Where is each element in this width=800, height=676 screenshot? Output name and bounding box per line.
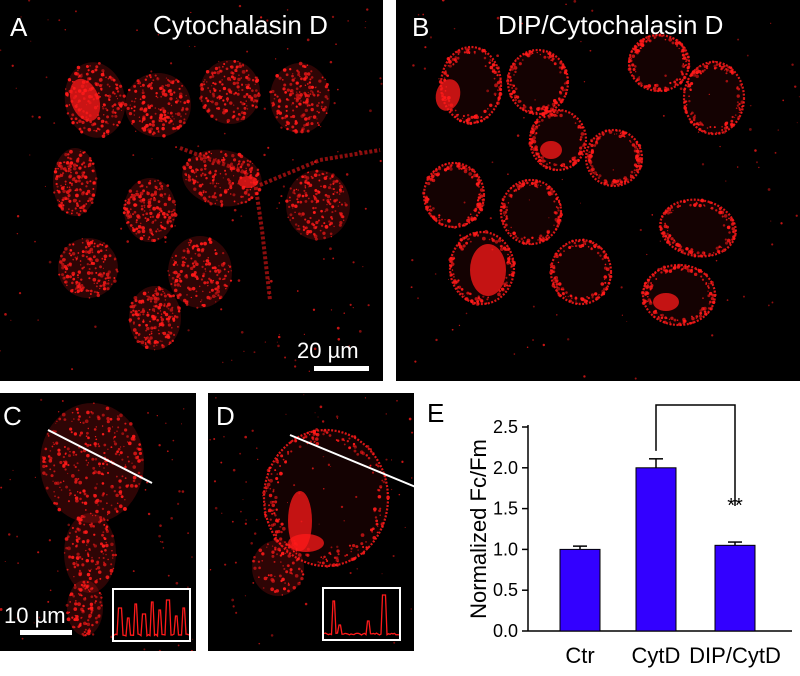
cell bbox=[40, 402, 144, 523]
panel-c: C 10 µm bbox=[0, 393, 196, 651]
x-tick-label: CytD bbox=[632, 643, 681, 668]
panel-a-label: A bbox=[10, 12, 28, 42]
panel-a-micrograph bbox=[0, 0, 383, 372]
cell-process bbox=[259, 148, 381, 187]
bar-cytd bbox=[635, 467, 677, 632]
panel-a-scale-label: 20 µm bbox=[297, 338, 359, 363]
panel-c-micrograph bbox=[0, 398, 194, 651]
stain-cluster bbox=[470, 244, 506, 296]
panel-a-scale-bar bbox=[314, 366, 369, 371]
panel-a-title: Cytochalasin D bbox=[153, 10, 328, 40]
cell bbox=[584, 128, 644, 188]
cell bbox=[627, 33, 691, 93]
panel-c-profile-trace bbox=[114, 599, 189, 638]
cell bbox=[658, 198, 737, 258]
y-tick-label: 0.0 bbox=[493, 621, 518, 641]
panel-b-title: DIP/Cytochalasin D bbox=[498, 10, 724, 40]
panel-a: A Cytochalasin D 20 µm bbox=[0, 0, 383, 381]
panel-d-profile-trace bbox=[324, 594, 399, 636]
cell bbox=[285, 169, 350, 241]
line-scan bbox=[289, 434, 414, 488]
y-tick-label: 2.0 bbox=[493, 458, 518, 478]
cell bbox=[549, 238, 613, 306]
panel-c-scale-bar bbox=[20, 630, 72, 635]
significance-bracket bbox=[655, 404, 736, 507]
cell bbox=[640, 263, 717, 327]
panel-c-intensity-profile-inset bbox=[112, 588, 191, 642]
panel-d: D bbox=[208, 393, 414, 651]
y-axis-label: Normalized Fc/Fm bbox=[466, 439, 491, 619]
cell bbox=[128, 285, 181, 351]
cell bbox=[499, 178, 563, 246]
cell bbox=[53, 148, 98, 217]
cell bbox=[528, 108, 588, 172]
cell-process bbox=[179, 146, 260, 184]
bar-dipcytd bbox=[714, 544, 756, 632]
panel-d-intensity-profile-inset bbox=[322, 587, 401, 641]
y-tick-label: 1.5 bbox=[493, 499, 518, 519]
bar-ctr bbox=[559, 548, 601, 632]
line-scan bbox=[47, 429, 153, 484]
panel-e-label: E bbox=[427, 398, 445, 428]
cell bbox=[58, 238, 119, 299]
cell bbox=[251, 539, 305, 596]
cell bbox=[682, 60, 746, 136]
stain-cluster bbox=[238, 176, 258, 188]
cell-process bbox=[253, 181, 272, 301]
cell bbox=[269, 61, 330, 134]
panel-d-label: D bbox=[216, 401, 235, 431]
cell bbox=[167, 236, 233, 309]
cell bbox=[65, 580, 103, 637]
cell bbox=[421, 161, 486, 229]
panel-d-micrograph bbox=[209, 394, 414, 645]
panel-b-micrograph bbox=[410, 0, 800, 380]
stain-cluster bbox=[288, 534, 324, 552]
cell bbox=[506, 48, 570, 116]
cell bbox=[122, 178, 178, 243]
significance-marker: ** bbox=[727, 495, 743, 517]
panel-c-label: C bbox=[3, 401, 22, 431]
stain-cluster bbox=[540, 141, 562, 159]
y-tick-label: 2.5 bbox=[493, 417, 518, 437]
y-tick-label: 0.5 bbox=[493, 580, 518, 600]
panel-c-scale-label: 10 µm bbox=[4, 603, 66, 628]
panel-b-label: B bbox=[412, 12, 430, 42]
y-tick-label: 1.0 bbox=[493, 539, 518, 559]
cell bbox=[63, 513, 118, 593]
stain-cluster bbox=[653, 293, 679, 311]
panel-b: B DIP/Cytochalasin D bbox=[396, 0, 800, 381]
x-tick-label: Ctr bbox=[565, 643, 594, 668]
stain-cluster bbox=[69, 78, 101, 122]
x-tick-label: DIP/CytD bbox=[689, 643, 781, 668]
stain-cluster bbox=[435, 79, 461, 111]
cell bbox=[123, 73, 191, 138]
cell bbox=[199, 60, 261, 124]
